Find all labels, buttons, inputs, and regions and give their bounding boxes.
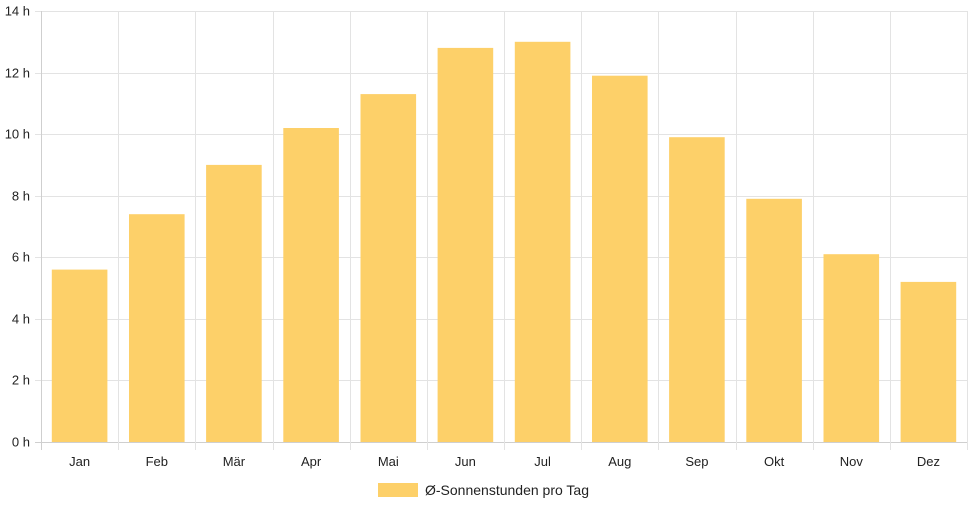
y-axis-tick-labels: 0 h 2 h 4 h 6 h 8 h 10 h 12 h 14 h bbox=[5, 4, 30, 450]
bar-mär[interactable] bbox=[206, 164, 262, 442]
x-tick-label: Aug bbox=[608, 454, 631, 469]
y-tick-label: 2 h bbox=[12, 373, 30, 388]
y-tick-label: 14 h bbox=[5, 4, 30, 19]
bar-nov[interactable] bbox=[823, 254, 880, 442]
bar-sep[interactable] bbox=[669, 137, 725, 442]
bar-dez[interactable] bbox=[900, 281, 957, 442]
y-tick-label: 4 h bbox=[12, 312, 30, 327]
x-tick-label: Apr bbox=[301, 454, 322, 469]
y-tick-label: 0 h bbox=[12, 435, 30, 450]
x-tick-label: Feb bbox=[146, 454, 168, 469]
y-tick-label: 8 h bbox=[12, 189, 30, 204]
x-tick-label: Sep bbox=[685, 454, 708, 469]
legend-swatch[interactable] bbox=[378, 483, 418, 497]
bar-jan[interactable] bbox=[51, 269, 108, 442]
legend[interactable]: Ø-Sonnenstunden pro Tag bbox=[378, 482, 589, 498]
bar-apr[interactable] bbox=[283, 128, 339, 442]
legend-label[interactable]: Ø-Sonnenstunden pro Tag bbox=[425, 482, 589, 498]
bar-jun[interactable] bbox=[437, 47, 494, 443]
x-tick-label: Jun bbox=[455, 454, 476, 469]
x-tick-label: Jan bbox=[69, 454, 90, 469]
x-tick-label: Okt bbox=[764, 454, 785, 469]
y-tick-label: 6 h bbox=[12, 250, 30, 265]
x-tick-label: Nov bbox=[840, 454, 864, 469]
grid-lines bbox=[35, 11, 968, 450]
x-axis-tick-labels: Jan Feb Mär Apr Mai Jun Jul Aug Sep Okt Nov Dez bbox=[69, 454, 940, 469]
bar-okt[interactable] bbox=[746, 198, 802, 442]
bars bbox=[51, 41, 957, 443]
x-tick-label: Mär bbox=[223, 454, 246, 469]
x-tick-label: Dez bbox=[917, 454, 940, 469]
bar-jul[interactable] bbox=[514, 41, 571, 443]
y-tick-label: 10 h bbox=[5, 127, 30, 142]
x-tick-label: Jul bbox=[534, 454, 551, 469]
bar-mai[interactable] bbox=[360, 94, 417, 442]
y-tick-label: 12 h bbox=[5, 66, 30, 81]
bar-feb[interactable] bbox=[129, 214, 185, 442]
x-tick-label: Mai bbox=[378, 454, 399, 469]
bar-aug[interactable] bbox=[592, 75, 648, 442]
